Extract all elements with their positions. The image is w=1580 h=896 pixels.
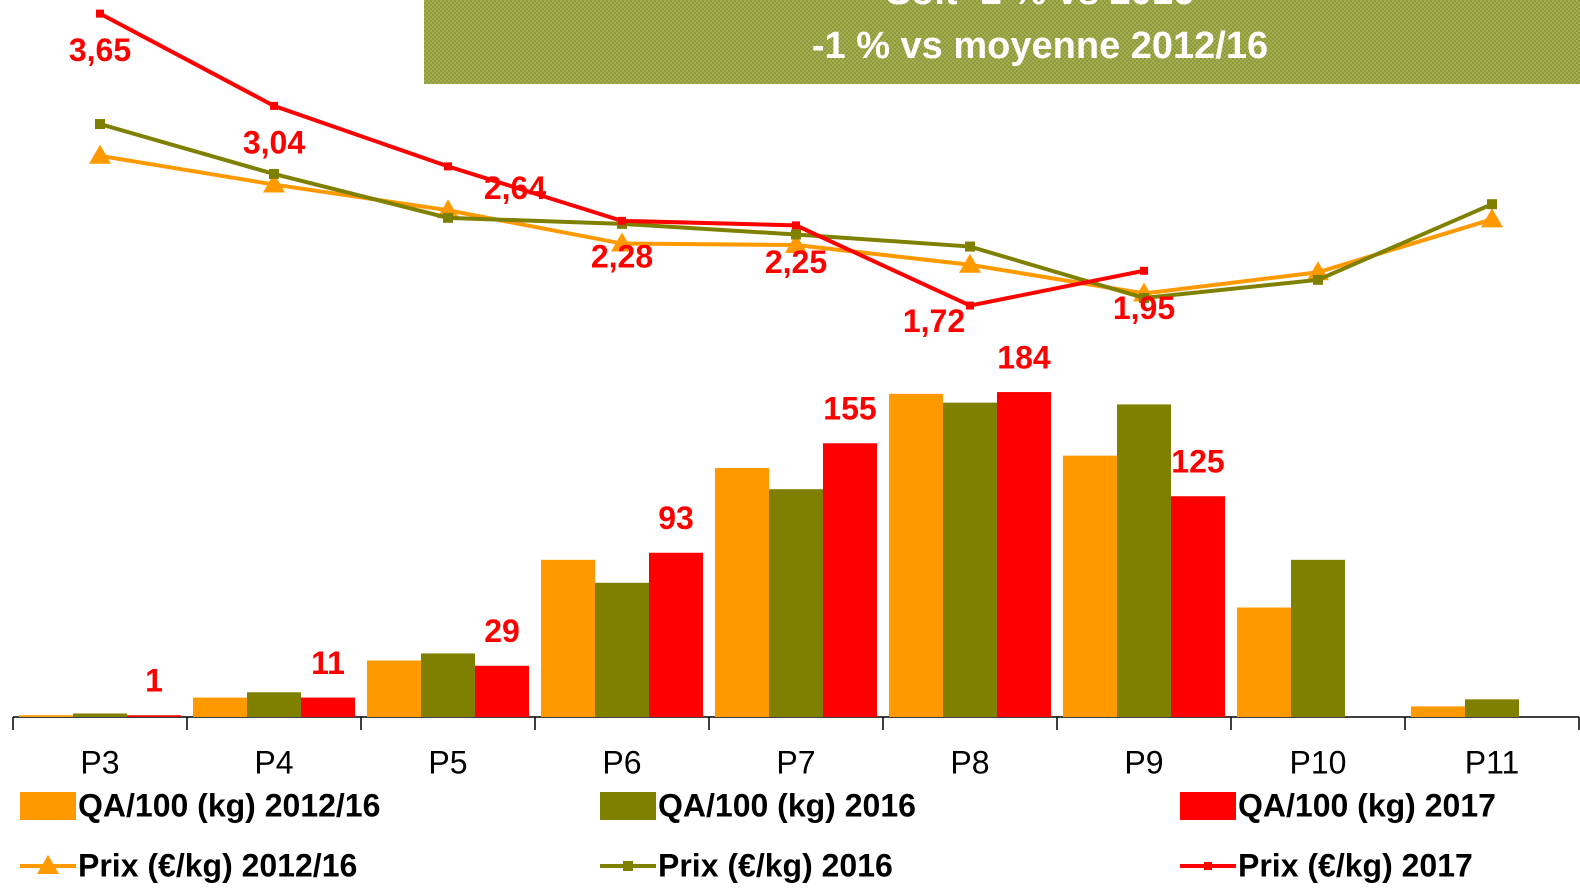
x-tick-label: P5 — [428, 744, 467, 780]
legend-label: Prix (€/kg) 2017 — [1238, 847, 1473, 883]
bar-label: 93 — [658, 500, 694, 536]
bar — [889, 393, 943, 717]
legend-label: Prix (€/kg) 2012/16 — [78, 847, 357, 883]
legend-swatch — [20, 792, 76, 820]
point — [1140, 266, 1148, 275]
x-tick-label: P9 — [1124, 744, 1163, 780]
bar-label: 1 — [145, 663, 163, 699]
bar-label: 11 — [311, 645, 345, 681]
x-tick-label: P10 — [1290, 744, 1347, 780]
x-tick-label: P6 — [602, 744, 641, 780]
bar — [19, 715, 73, 717]
bar — [367, 660, 421, 717]
point-label: 2,28 — [591, 238, 653, 274]
bar — [73, 713, 127, 717]
point — [263, 173, 285, 193]
bar — [1465, 699, 1519, 717]
bar — [1291, 559, 1345, 717]
point — [1487, 199, 1497, 210]
bar — [997, 392, 1051, 717]
legend-marker — [1204, 862, 1212, 870]
bar — [1171, 496, 1225, 717]
point — [611, 232, 633, 252]
point — [89, 144, 111, 164]
legend-label: QA/100 (kg) 2016 — [658, 787, 916, 823]
bar — [823, 443, 877, 717]
bar — [127, 715, 181, 717]
bar-label: 184 — [997, 340, 1051, 376]
bar — [301, 697, 355, 717]
point-label: 2,25 — [765, 244, 827, 280]
x-tick-label: P7 — [776, 744, 815, 780]
bar — [247, 692, 301, 717]
bar — [769, 489, 823, 717]
annotation: -1 % vs moyenne 2012/16 — [812, 25, 1268, 67]
point — [437, 199, 459, 219]
point-label: 1,95 — [1113, 290, 1175, 326]
point — [785, 234, 807, 254]
point — [959, 253, 981, 273]
bar — [475, 665, 529, 717]
legend-label: Prix (€/kg) 2016 — [658, 847, 893, 883]
bar — [649, 552, 703, 717]
legend-label: QA/100 (kg) 2012/16 — [78, 787, 380, 823]
point-label: 3,65 — [69, 32, 131, 68]
bar — [715, 467, 769, 717]
legend-label: QA/100 (kg) 2017 — [1238, 787, 1496, 823]
bar — [1411, 706, 1465, 717]
point — [95, 119, 105, 130]
bar-label: 125 — [1171, 444, 1224, 480]
bar — [1063, 455, 1117, 717]
point — [1313, 274, 1323, 285]
point — [444, 162, 452, 171]
point-label: 2,64 — [484, 170, 546, 206]
point — [618, 216, 626, 225]
bar-label: 29 — [484, 613, 520, 649]
point — [965, 241, 975, 252]
bar — [421, 653, 475, 717]
bar — [541, 559, 595, 717]
point — [791, 229, 801, 240]
bar — [193, 697, 247, 717]
annotation: Soit -2 % vs 2016 — [886, 0, 1194, 13]
point — [1139, 292, 1149, 303]
point — [1481, 208, 1503, 228]
point — [966, 301, 974, 310]
legend-marker — [623, 861, 633, 871]
bar — [595, 582, 649, 717]
point — [443, 212, 453, 223]
point — [792, 221, 800, 230]
point-label: 1,72 — [903, 303, 965, 339]
x-tick-label: P11 — [1465, 744, 1520, 780]
point — [270, 101, 278, 110]
bar — [943, 402, 997, 717]
point-label: 3,04 — [243, 124, 305, 160]
title-box — [424, 0, 1580, 84]
point — [96, 9, 104, 18]
legend-marker — [37, 855, 59, 874]
point — [269, 168, 279, 179]
x-tick-label: P8 — [950, 744, 989, 780]
bar-label: 155 — [823, 391, 876, 427]
legend-swatch — [1180, 792, 1236, 820]
bar — [1237, 607, 1291, 717]
bar — [1117, 404, 1171, 717]
legend-swatch — [600, 792, 656, 820]
x-tick-label: P4 — [254, 744, 293, 780]
x-tick-label: P3 — [80, 744, 119, 780]
